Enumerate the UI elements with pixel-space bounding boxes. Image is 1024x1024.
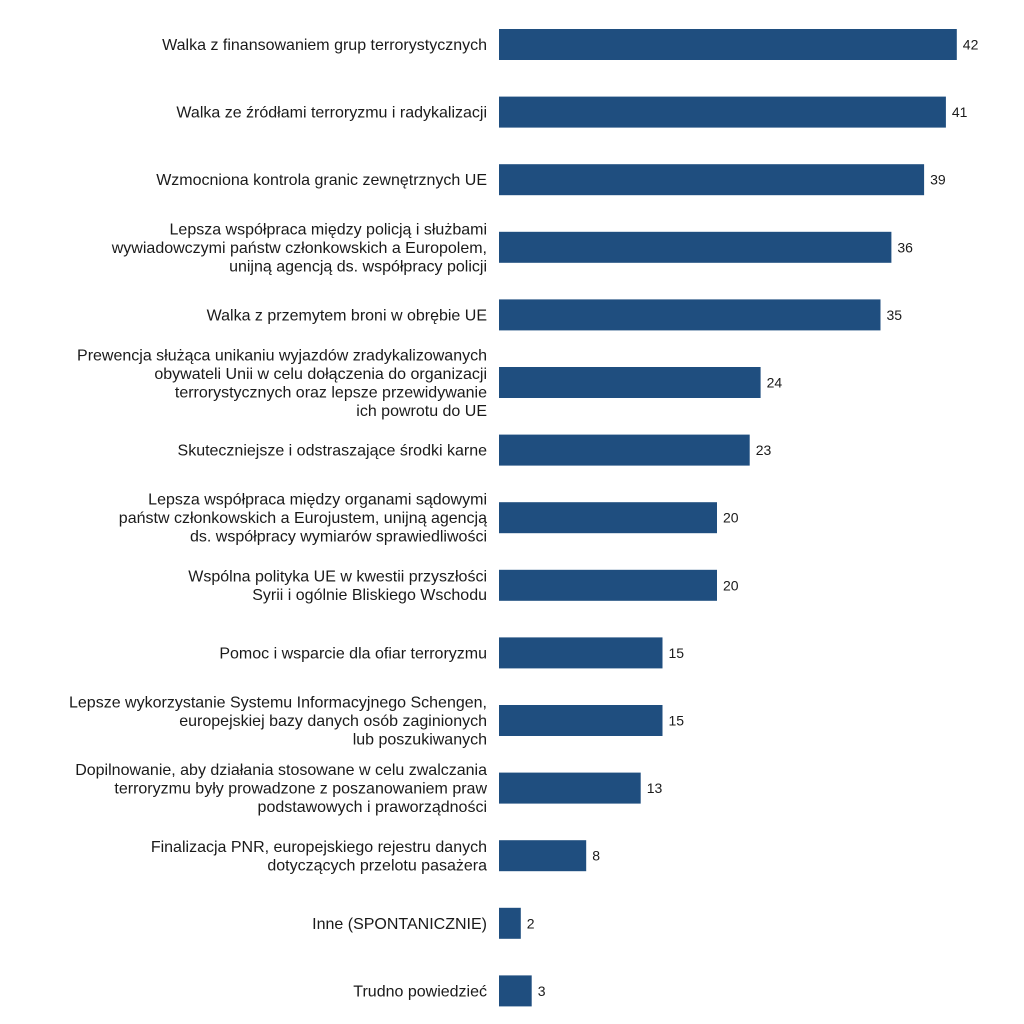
category-label-0-line-0: Walka z finansowaniem grup terrorystyczn…: [162, 37, 487, 54]
category-label-0: Walka z finansowaniem grup terrorystyczn…: [162, 37, 487, 54]
bar-11: [499, 772, 641, 804]
category-label-3: Lepsza współpraca między policją i służb…: [111, 221, 487, 275]
category-label-14: Trudno powiedzieć: [353, 983, 487, 1000]
category-label-5-line-1: obywateli Unii w celu dołączenia do orga…: [154, 366, 487, 383]
value-label-14: 3: [538, 983, 546, 999]
value-label-7: 20: [723, 510, 739, 526]
bar-2: [499, 164, 925, 196]
bar-12: [499, 840, 587, 872]
value-label-1: 41: [952, 104, 968, 120]
value-label-2: 39: [930, 172, 946, 188]
value-label-12: 8: [592, 848, 600, 864]
category-label-5: Prewencja służąca unikaniu wyjazdów zrad…: [77, 347, 487, 420]
bar-13: [499, 907, 521, 939]
category-label-11-line-2: podstawowych i praworządności: [258, 799, 487, 816]
category-label-11-line-1: terroryzmu były prowadzone z poszanowani…: [114, 781, 487, 798]
category-label-7-line-0: Lepsza współpraca między organami sądowy…: [148, 492, 487, 509]
category-label-7-line-1: państw członkowskich a Eurojustem, unijn…: [119, 510, 487, 527]
value-label-10: 15: [669, 713, 685, 729]
bar-14: [499, 975, 532, 1007]
bar-4: [499, 299, 881, 331]
category-label-10-line-1: europejskiej bazy danych osób zaginionyc…: [179, 713, 487, 730]
value-label-5: 24: [767, 375, 783, 391]
category-label-10: Lepsze wykorzystanie Systemu Informacyjn…: [69, 695, 487, 749]
category-label-10-line-0: Lepsze wykorzystanie Systemu Informacyjn…: [69, 695, 487, 712]
bar-1: [499, 96, 946, 128]
category-label-7-line-2: ds. współpracy wymiarów sprawiedliwości: [190, 529, 487, 546]
bar-10: [499, 705, 663, 736]
bar-7: [499, 502, 717, 534]
value-label-13: 2: [527, 915, 535, 931]
category-label-12: Finalizacja PNR, europejskiego rejestru …: [151, 839, 487, 875]
value-label-4: 35: [887, 307, 903, 323]
category-label-7: Lepsza współpraca między organami sądowy…: [119, 492, 487, 546]
category-label-1: Walka ze źródłami terroryzmu i radykaliz…: [176, 105, 487, 122]
value-label-8: 20: [723, 577, 739, 593]
bar-5: [499, 367, 761, 398]
category-label-11-line-0: Dopilnowanie, aby działania stosowane w …: [75, 762, 487, 779]
category-label-3-line-0: Lepsza współpraca między policją i służb…: [170, 221, 487, 238]
category-label-3-line-1: wywiadowczymi państw członkowskich a Eur…: [111, 240, 487, 257]
category-label-10-line-2: lub poszukiwanych: [353, 732, 487, 749]
bar-3: [499, 231, 892, 263]
category-label-12-line-1: dotyczących przelotu pasażera: [267, 857, 487, 874]
category-label-13: Inne (SPONTANICZNIE): [312, 916, 487, 933]
category-label-2: Wzmocniona kontrola granic zewnętrznych …: [156, 172, 487, 189]
category-label-11: Dopilnowanie, aby działania stosowane w …: [75, 762, 487, 816]
category-label-5-line-3: ich powrotu do UE: [356, 403, 487, 420]
value-label-3: 36: [897, 239, 913, 255]
category-label-14-line-0: Trudno powiedzieć: [353, 983, 487, 1000]
bars-layer: [499, 29, 957, 1007]
value-label-9: 15: [669, 645, 685, 661]
category-labels-layer: Walka z finansowaniem grup terrorystyczn…: [69, 37, 487, 1000]
bar-6: [499, 434, 750, 466]
category-label-12-line-0: Finalizacja PNR, europejskiego rejestru …: [151, 839, 487, 856]
bar-9: [499, 637, 663, 669]
category-label-4-line-0: Walka z przemytem broni w obrębie UE: [207, 307, 487, 324]
category-label-9-line-0: Pomoc i wsparcie dla ofiar terroryzmu: [219, 645, 487, 662]
bar-0: [499, 29, 957, 60]
category-label-2-line-0: Wzmocniona kontrola granic zewnętrznych …: [156, 172, 487, 189]
value-label-6: 23: [756, 442, 772, 458]
category-label-5-line-0: Prewencja służąca unikaniu wyjazdów zrad…: [77, 347, 487, 364]
bar-8: [499, 569, 717, 601]
value-label-11: 13: [647, 780, 663, 796]
category-label-4: Walka z przemytem broni w obrębie UE: [207, 307, 487, 324]
category-label-8: Wspólna polityka UE w kwestii przyszłośc…: [188, 569, 487, 605]
category-label-3-line-2: unijną agencją ds. współpracy policji: [229, 258, 487, 275]
category-label-5-line-2: terrorystycznych oraz lepsze przewidywan…: [175, 384, 487, 401]
category-label-1-line-0: Walka ze źródłami terroryzmu i radykaliz…: [176, 105, 487, 122]
category-label-6-line-0: Skuteczniejsze i odstraszające środki ka…: [178, 443, 488, 460]
category-label-9: Pomoc i wsparcie dla ofiar terroryzmu: [219, 645, 487, 662]
category-label-13-line-0: Inne (SPONTANICZNIE): [312, 916, 487, 933]
value-label-0: 42: [963, 37, 979, 53]
category-label-8-line-1: Syrii i ogólnie Bliskiego Wschodu: [252, 587, 487, 604]
category-label-6: Skuteczniejsze i odstraszające środki ka…: [178, 443, 488, 460]
category-label-8-line-0: Wspólna polityka UE w kwestii przyszłośc…: [188, 569, 487, 586]
